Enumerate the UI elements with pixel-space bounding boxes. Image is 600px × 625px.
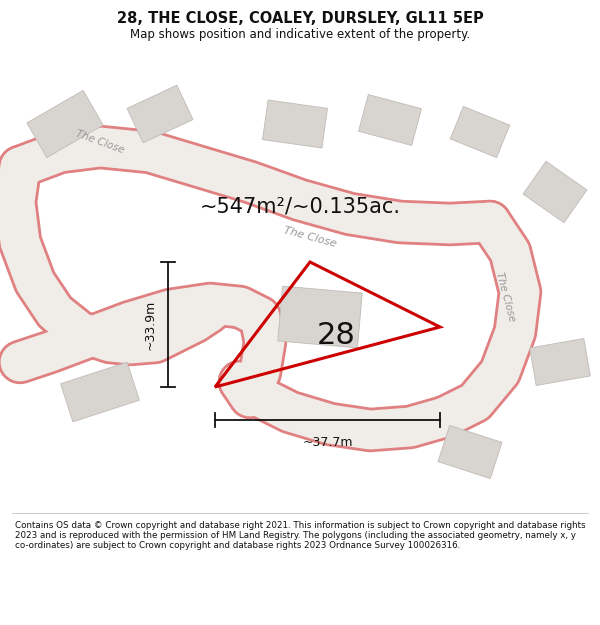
Polygon shape — [27, 91, 103, 158]
Text: 28: 28 — [317, 321, 356, 350]
Polygon shape — [278, 286, 362, 348]
Polygon shape — [61, 362, 139, 422]
Polygon shape — [523, 161, 587, 222]
Polygon shape — [530, 339, 590, 386]
Text: Map shows position and indicative extent of the property.: Map shows position and indicative extent… — [130, 28, 470, 41]
Polygon shape — [438, 426, 502, 479]
Polygon shape — [263, 100, 328, 148]
Polygon shape — [450, 106, 510, 158]
Text: ~33.9m: ~33.9m — [143, 299, 157, 349]
Text: The Close: The Close — [74, 129, 125, 156]
Text: Contains OS data © Crown copyright and database right 2021. This information is : Contains OS data © Crown copyright and d… — [15, 521, 586, 551]
Polygon shape — [359, 94, 421, 146]
Text: ~37.7m: ~37.7m — [302, 436, 353, 449]
Polygon shape — [127, 85, 193, 143]
Text: The Close: The Close — [494, 271, 517, 323]
Text: ~547m²/~0.135ac.: ~547m²/~0.135ac. — [199, 197, 401, 217]
Text: The Close: The Close — [283, 225, 338, 249]
Text: 28, THE CLOSE, COALEY, DURSLEY, GL11 5EP: 28, THE CLOSE, COALEY, DURSLEY, GL11 5EP — [116, 11, 484, 26]
